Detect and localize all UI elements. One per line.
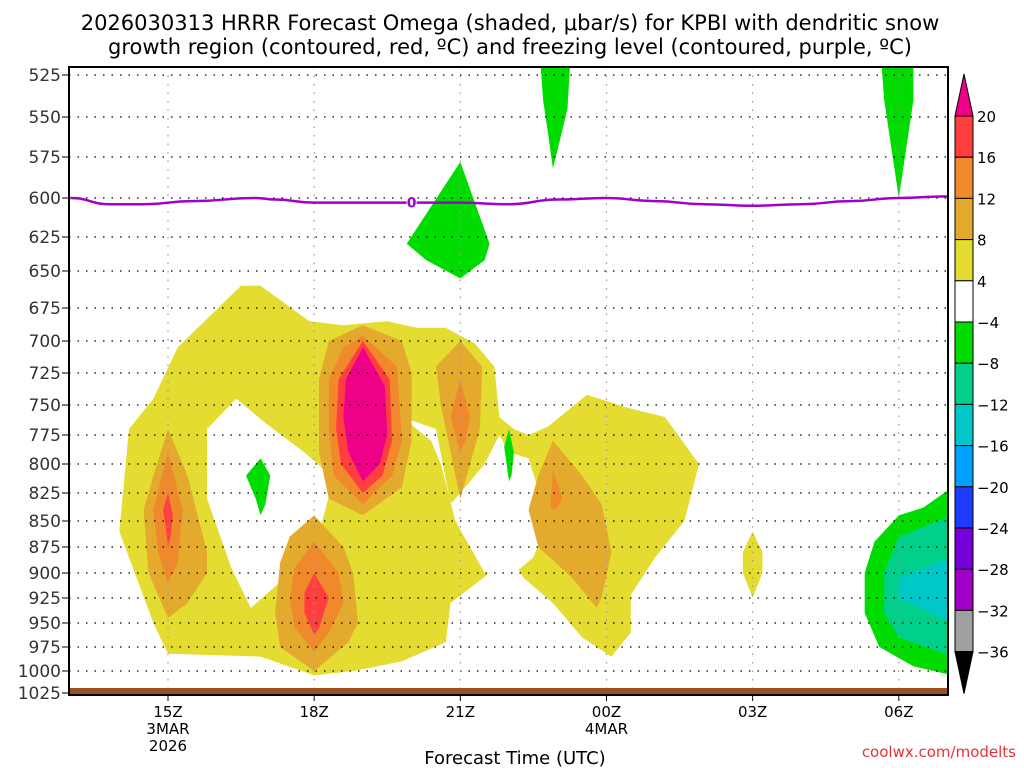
y-tick-label: 950 [29,614,61,634]
x-tick-label: 15Z [153,703,182,721]
omega-region-green-17z [246,458,271,516]
colorbar-over-arrow [954,73,974,117]
colorbar-level-label: 12 [977,190,996,208]
y-tick-label: 800 [29,455,61,475]
x-tick-label: 2026 [149,737,187,755]
colorbar-level-label: 16 [977,149,996,167]
omega-region-green-22z-thin [504,429,514,482]
y-tick-label: 550 [29,108,61,128]
colorbar-under-arrow [954,651,974,694]
x-tick-label: 06Z [884,703,913,721]
y-tick-label: 1025 [18,684,61,704]
plot-frame [68,66,949,696]
colorbar-level-label: −16 [977,438,1009,456]
colorbar-bin [954,321,974,364]
colorbar-bin [954,115,974,158]
colorbar-level-label: 4 [977,273,987,291]
colorbar-bin [954,156,974,199]
y-tick-label: 650 [29,262,61,282]
colorbar-bin [954,403,974,447]
colorbar-level-label: 8 [977,232,987,250]
colorbar-level-label: −32 [977,602,1009,620]
x-tick-label: 00Z [592,703,621,721]
y-tick-label: 850 [29,512,61,532]
y-tick-label: 575 [29,148,61,168]
colorbar-bin [954,486,974,529]
y-tick-label: 600 [29,189,61,209]
omega-shaded-regions [119,67,948,676]
x-tick-label: 3MAR [146,720,189,738]
y-tick-label: 1000 [18,662,61,682]
colorbar: 20 16 12 8 4 −4 −8 −12 −16 −20 −24 −28 −32 −36 [954,73,1009,694]
colorbar-level-label: −12 [977,396,1009,414]
colorbar-bin [954,568,974,611]
y-tick-label: 750 [29,396,61,416]
omega-region-magenta-19z [343,347,388,482]
colorbar-bin [954,239,974,282]
chart-title-line-2: growth region (contoured, red, ºC) and f… [108,35,912,59]
colorbar-bin [954,609,974,653]
y-tick-label: 875 [29,538,61,558]
ground-surface-strip [69,688,948,695]
x-tick-label: 4MAR [585,720,628,738]
freezing-level-line [70,195,948,208]
omega-region-orange-23z [550,469,563,510]
y-tick-label: 925 [29,589,61,609]
freezing-label-bg [406,195,417,210]
y-tick-label: 825 [29,484,61,504]
omega-region-green-06z-top [881,67,914,198]
colorbar-bin [954,197,974,241]
omega-region-green-23z-top [540,67,570,169]
credit-link[interactable]: coolwx.com/modelts [862,743,1016,761]
y-tick-label: 700 [29,332,61,352]
y-tick-label: 625 [29,228,61,248]
colorbar-bin [954,280,974,323]
omega-region-gold-23z [528,440,612,608]
y-axis: 525 550 575 600 625 650 675 700 725 750 775 800 825 8… [18,66,69,704]
y-tick-label: 725 [29,364,61,384]
colorbar-bin [954,445,974,488]
colorbar-level-label: 20 [977,108,996,126]
omega-region-red-15z [163,493,173,547]
colorbar-level-label: −36 [977,644,1009,662]
omega-region-red-18z [304,573,329,635]
omega-region-yellow-03z [742,531,763,598]
y-tick-label: 525 [29,66,61,86]
x-tick-label: 21Z [446,703,475,721]
x-axis-title: Forecast Time (UTC) [424,748,605,768]
y-tick-label: 775 [29,426,61,446]
x-tick-label: 18Z [299,703,328,721]
colorbar-bin [954,362,974,405]
omega-region-green-21z-upper [406,161,490,279]
y-tick-label: 975 [29,638,61,658]
y-tick-label: 900 [29,564,61,584]
colorbar-bin [954,527,974,570]
colorbar-level-label: −28 [977,561,1009,579]
colorbar-level-label: −4 [977,314,999,332]
chart-title-line-1: 2026030313 HRRR Forecast Omega (shaded, … [81,11,940,35]
x-tick-label: 03Z [738,703,767,721]
freezing-level-contour: 0 [70,195,948,212]
y-tick-label: 675 [29,299,61,319]
omega-region-yellow-main [119,285,700,676]
omega-region-cyan-06z [898,559,948,621]
colorbar-level-label: −24 [977,520,1009,538]
colorbar-level-label: −8 [977,355,999,373]
colorbar-level-label: −20 [977,479,1009,497]
freezing-level-label: 0 [407,196,417,212]
